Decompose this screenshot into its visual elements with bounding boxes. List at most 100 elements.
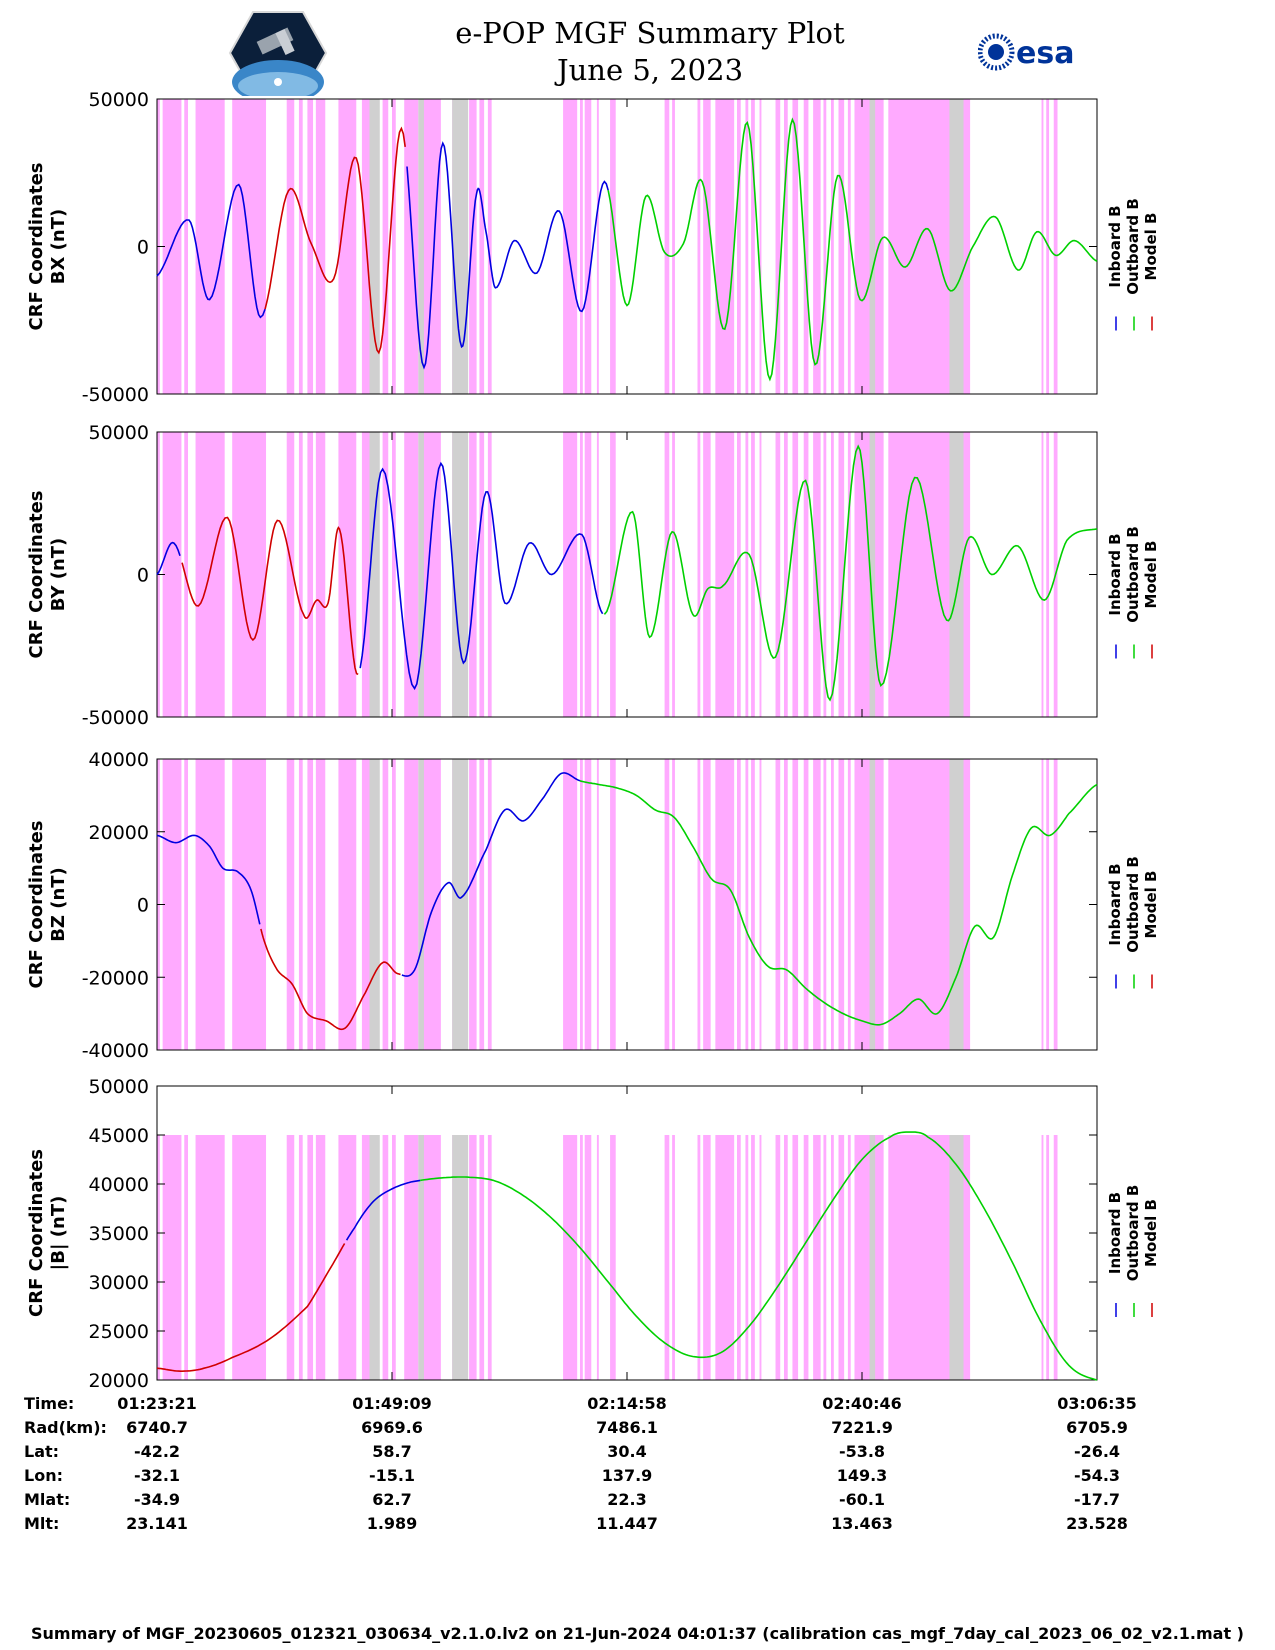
data-coverage-band [1046,432,1050,717]
legend-label: Model B [1142,871,1160,939]
data-coverage-band [286,1135,295,1380]
gray-band [452,1135,469,1380]
data-coverage-band [286,759,295,1050]
data-coverage-band [759,432,762,717]
data-coverage-band [596,1135,599,1380]
data-coverage-band [715,99,735,394]
info-value-lon: -54.3 [1073,1466,1121,1485]
gray-band [949,99,964,394]
data-coverage-band [792,759,799,1050]
info-value-time: 01:23:21 [117,1394,197,1413]
data-coverage-band [672,99,675,394]
info-value-lat: -53.8 [838,1442,886,1461]
data-coverage-band [854,759,884,1050]
y-axis-label-line2: BZ (nT) [48,867,69,942]
data-coverage-band [854,432,884,717]
data-coverage-band [382,432,389,717]
data-coverage-band [563,99,578,394]
data-coverage-band [162,432,182,717]
series-line-inboard-b [401,772,581,977]
data-coverage-band [298,432,303,717]
data-coverage-band [1046,759,1050,1050]
data-coverage-band [584,759,592,1050]
data-coverage-band [232,759,267,1050]
series-line-inboard-b [156,834,261,925]
data-coverage-band [162,759,182,1050]
data-coverage-band [382,99,389,394]
data-coverage-band [421,1135,441,1380]
data-coverage-band [775,432,781,717]
legend-label: Outboard B [1124,198,1142,295]
data-coverage-band [775,99,781,394]
data-coverage-band [307,99,314,394]
gray-band [418,1135,424,1380]
gray-band [418,432,424,717]
data-coverage-band [759,1135,762,1380]
info-value-rad: 7486.1 [596,1418,658,1437]
data-coverage-band [664,432,670,717]
gray-band [418,759,424,1050]
data-coverage-band [338,759,357,1050]
data-coverage-band [298,1135,303,1380]
info-value-lat: 30.4 [607,1442,647,1461]
esa-logo-text: esa [1016,36,1074,71]
data-coverage-band [392,1135,396,1380]
data-coverage-band [745,759,749,1050]
data-coverage-band [847,1135,851,1380]
data-coverage-band [392,99,396,394]
series-line-outboard-b [607,117,1098,382]
data-coverage-band [854,99,884,394]
data-coverage-band [751,1135,755,1380]
y-axis-label-line2: BX (nT) [48,209,69,284]
y-axis-label-line2: BY (nT) [48,538,69,612]
data-coverage-band [745,99,749,394]
info-value-lat: -42.2 [133,1442,181,1461]
data-coverage-band [195,432,225,717]
data-coverage-band [783,1135,788,1380]
data-coverage-band [823,99,827,394]
data-coverage-band [392,432,396,717]
data-coverage-band [487,432,492,717]
info-value-mlt: 23.141 [126,1514,188,1533]
data-coverage-band [1046,1135,1050,1380]
data-coverage-band [697,99,701,394]
data-coverage-band [479,99,485,394]
data-coverage-band [286,432,295,717]
data-coverage-band [847,432,851,717]
data-coverage-band [307,759,314,1050]
panel-bz: -40000 -20000 0 20000 40000 CRF Coordinates BZ… [26,749,1160,1062]
data-coverage-band [404,1135,419,1380]
data-coverage-band [596,432,599,717]
y-axis-label-line1: CRF Coordinates [26,1149,47,1317]
data-coverage-band [596,759,599,1050]
data-coverage-band [479,432,485,717]
data-coverage-band [830,99,834,394]
info-value-mlat: 62.7 [372,1490,412,1509]
info-value-time: 01:49:09 [352,1394,432,1413]
legend-label: Outboard B [1124,1185,1142,1282]
info-value-lon: 137.9 [601,1466,653,1485]
data-coverage-band [487,1135,492,1380]
data-coverage-band [361,1135,374,1380]
legend-label: Inboard B [1106,1192,1124,1274]
data-coverage-band [184,1135,189,1380]
data-coverage-band [803,432,809,717]
data-coverage-band [803,759,809,1050]
data-coverage-band [338,99,357,394]
gray-band [949,759,964,1050]
data-coverage-band [830,1135,834,1380]
y-tick-label: 20000 [89,822,149,844]
series-line-outboard-b [420,1131,1098,1381]
data-coverage-band [580,432,583,717]
legend-label: Outboard B [1124,856,1142,953]
data-coverage-band [563,432,578,717]
gray-band [369,432,380,717]
data-coverage-band [1041,759,1044,1050]
panel-by: -50000 0 50000 CRF Coordinates BY (nT) Inboar… [26,422,1160,729]
info-row-label: Mlat: [24,1490,71,1509]
title-line-1: e-POP MGF Summary Plot [455,16,845,50]
info-value-time: 03:06:35 [1057,1394,1137,1413]
data-coverage-band [315,99,326,394]
data-coverage-band [736,99,741,394]
